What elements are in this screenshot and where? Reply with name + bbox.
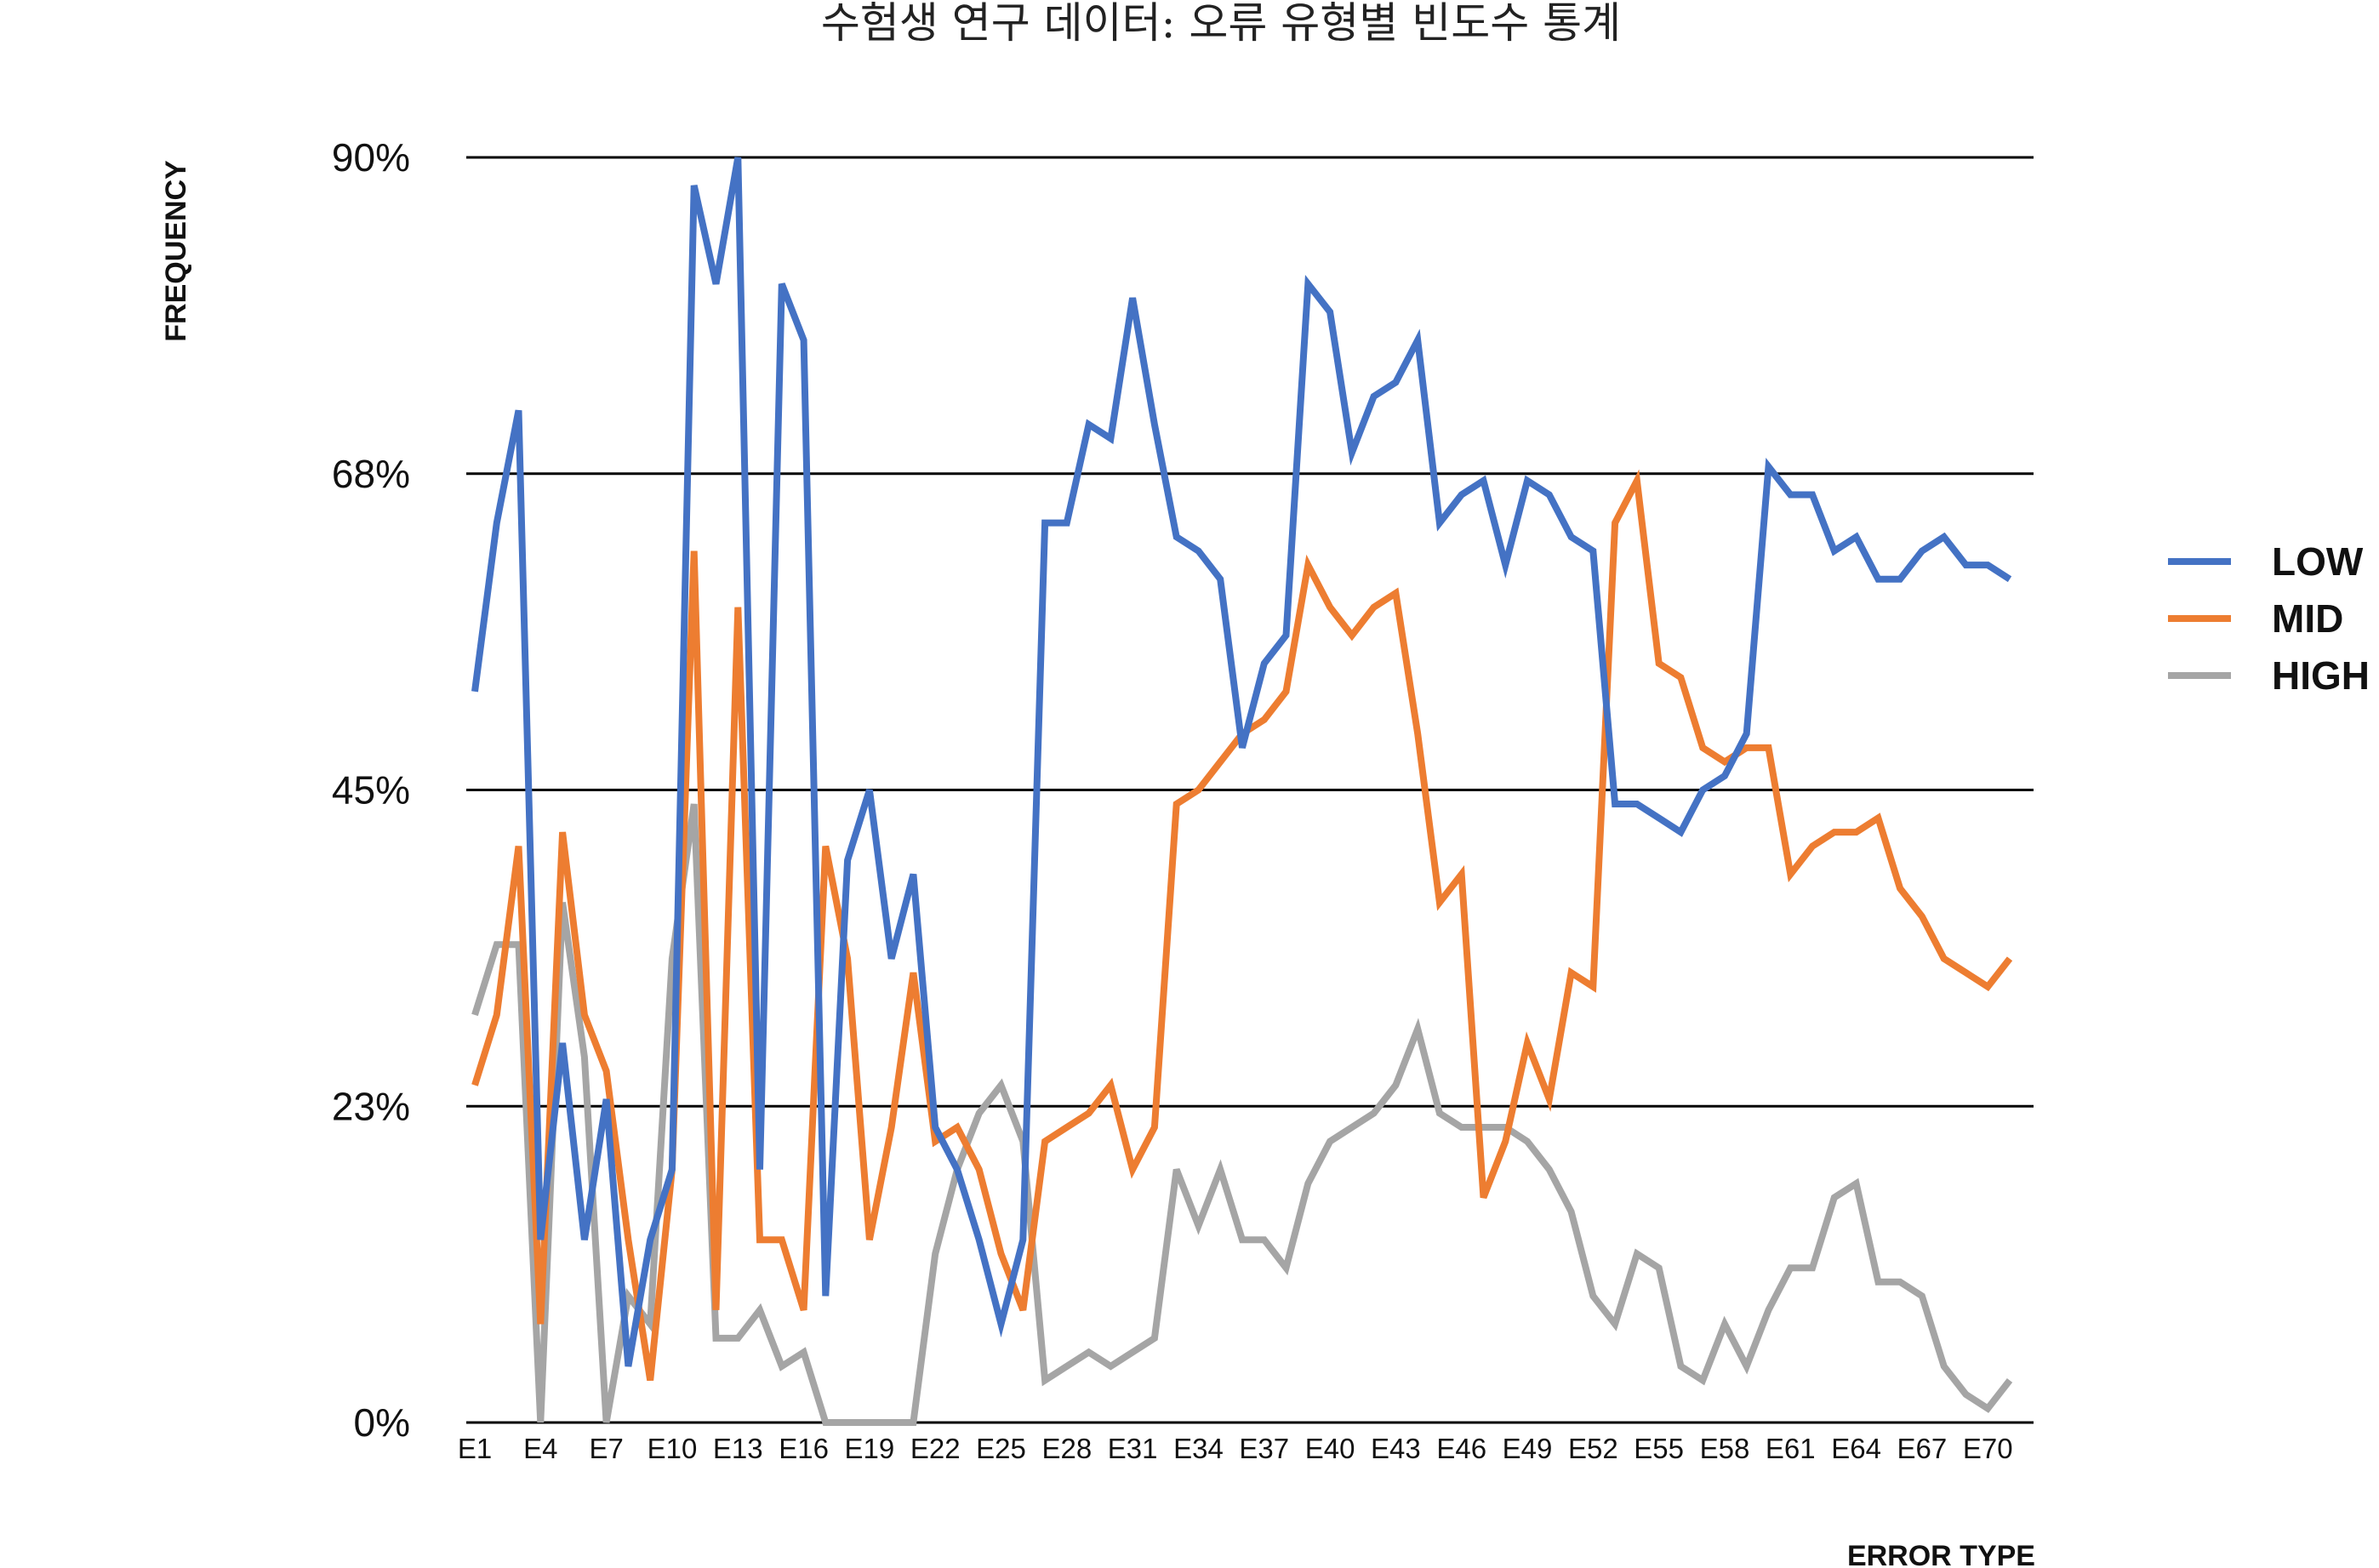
y-tick-label: 23% — [332, 1084, 410, 1128]
x-tick-label: E64 — [1831, 1433, 1881, 1464]
x-axis-label: ERROR TYPE — [1847, 1540, 2035, 1568]
x-tick-label: E46 — [1436, 1433, 1486, 1464]
x-tick-label: E61 — [1766, 1433, 1816, 1464]
x-tick-label: E43 — [1371, 1433, 1421, 1464]
x-tick-label: E25 — [976, 1433, 1026, 1464]
x-tick-label: E16 — [779, 1433, 829, 1464]
x-tick-label: E40 — [1305, 1433, 1355, 1464]
x-tick-label: E7 — [589, 1433, 623, 1464]
y-tick-label: 90% — [332, 135, 410, 180]
x-tick-label: E37 — [1239, 1433, 1289, 1464]
series-line-high — [471, 803, 2013, 1426]
x-tick-label: E13 — [713, 1433, 763, 1464]
x-tick-label: E70 — [1963, 1433, 2013, 1464]
series-lines — [471, 157, 2013, 1426]
x-axis-tick-labels: E1 E4 E7 E10 E13 E16 E19 E22 E25 E28 E31 E34 E37 E40 E… — [458, 1433, 2013, 1464]
x-tick-label: E31 — [1108, 1433, 1158, 1464]
legend-item-low: LOW — [2168, 539, 2364, 584]
x-tick-label: E4 — [523, 1433, 557, 1464]
x-tick-label: E67 — [1897, 1433, 1948, 1464]
y-tick-label: 68% — [332, 452, 410, 496]
legend-label: HIGH — [2272, 653, 2370, 698]
legend-label: MID — [2272, 596, 2343, 641]
y-axis-tick-labels: 0% 23% 45% 68% 90% — [332, 135, 410, 1445]
x-tick-label: E28 — [1041, 1433, 1092, 1464]
x-tick-label: E55 — [1634, 1433, 1684, 1464]
y-tick-label: 0% — [354, 1400, 410, 1445]
legend-item-high: HIGH — [2168, 653, 2370, 698]
series-line-mid — [471, 469, 2013, 1382]
x-tick-label: E22 — [910, 1433, 961, 1464]
x-tick-label: E52 — [1568, 1433, 1618, 1464]
x-tick-label: E49 — [1503, 1433, 1553, 1464]
series-line-low — [471, 157, 2012, 1367]
y-tick-label: 45% — [332, 768, 410, 813]
x-tick-label: E10 — [648, 1433, 698, 1464]
x-tick-label: E58 — [1700, 1433, 1750, 1464]
legend-label: LOW — [2272, 539, 2364, 584]
x-tick-label: E34 — [1173, 1433, 1224, 1464]
legend-item-mid: MID — [2168, 596, 2343, 641]
x-tick-label: E19 — [845, 1433, 895, 1464]
legend: LOW MID HIGH — [2168, 539, 2370, 698]
chart-title: 수험생 연구 데이터: 오류 유형별 빈도수 통계 — [821, 0, 1621, 48]
x-tick-label: E1 — [458, 1433, 492, 1464]
y-axis-label: FREQUENCY — [160, 160, 192, 342]
